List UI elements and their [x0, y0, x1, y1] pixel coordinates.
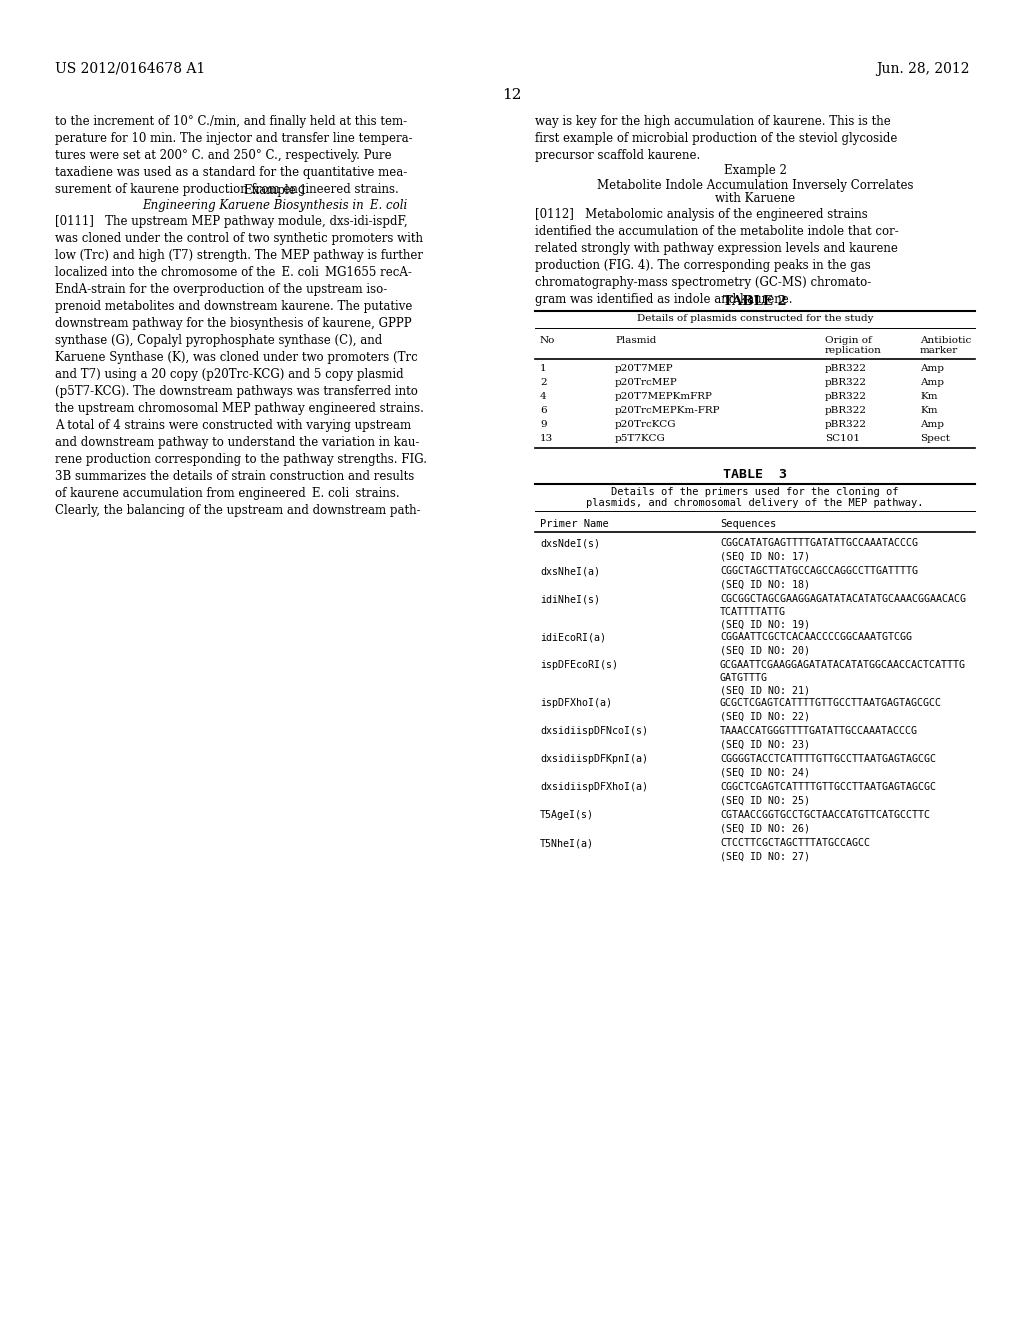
Text: TABLE 2: TABLE 2	[723, 296, 786, 309]
Text: pBR322: pBR322	[825, 379, 867, 387]
Text: Amp: Amp	[920, 364, 944, 374]
Text: way is key for the high accumulation of kaurene. This is the
first example of mi: way is key for the high accumulation of …	[535, 115, 897, 162]
Text: Example 1: Example 1	[244, 183, 306, 197]
Text: GCGCTCGAGTCATTTTGTTGCCTTAATGAGTAGCGCC
(SEQ ID NO: 22): GCGCTCGAGTCATTTTGTTGCCTTAATGAGTAGCGCC (S…	[720, 698, 942, 721]
Text: Km: Km	[920, 392, 938, 401]
Text: No: No	[540, 337, 555, 346]
Text: Engineering Karuene Biosynthesis in  E. coli: Engineering Karuene Biosynthesis in E. c…	[142, 198, 408, 211]
Text: T5NheI(a): T5NheI(a)	[540, 838, 594, 849]
Text: dxsNheI(a): dxsNheI(a)	[540, 566, 600, 577]
Text: p20TrcKCG: p20TrcKCG	[615, 420, 677, 429]
Text: Jun. 28, 2012: Jun. 28, 2012	[877, 62, 970, 77]
Text: CGGAATTCGCTCACAACCCCGGCAAATGTCGG
(SEQ ID NO: 20): CGGAATTCGCTCACAACCCCGGCAAATGTCGG (SEQ ID…	[720, 632, 912, 655]
Text: 6: 6	[540, 407, 547, 416]
Text: replication: replication	[825, 346, 882, 355]
Text: CGGCATATGAGTTTTGATATTGCCAAATACCCG
(SEQ ID NO: 17): CGGCATATGAGTTTTGATATTGCCAAATACCCG (SEQ I…	[720, 539, 918, 561]
Text: idiNheI(s): idiNheI(s)	[540, 594, 600, 605]
Text: dxsidiispDFKpnI(a): dxsidiispDFKpnI(a)	[540, 754, 648, 764]
Text: ispDFXhoI(a): ispDFXhoI(a)	[540, 698, 612, 709]
Text: pBR322: pBR322	[825, 392, 867, 401]
Text: p20TrcMEPKm-FRP: p20TrcMEPKm-FRP	[615, 407, 721, 416]
Text: Metabolite Indole Accumulation Inversely Correlates: Metabolite Indole Accumulation Inversely…	[597, 180, 913, 193]
Text: CGCGGCTAGCGAAGGAGATATACATATGCAAACGGAACACG
TCATTTTATTG
(SEQ ID NO: 19): CGCGGCTAGCGAAGGAGATATACATATGCAAACGGAACAC…	[720, 594, 966, 630]
Text: SC101: SC101	[825, 434, 860, 444]
Text: marker: marker	[920, 346, 958, 355]
Text: 13: 13	[540, 434, 553, 444]
Text: T5AgeI(s): T5AgeI(s)	[540, 810, 594, 820]
Text: pBR322: pBR322	[825, 420, 867, 429]
Text: TABLE  3: TABLE 3	[723, 469, 787, 482]
Text: Antibiotic: Antibiotic	[920, 337, 971, 346]
Text: CGTAACCGGTGCCTGCTAACCATGTTCATGCCTTC
(SEQ ID NO: 26): CGTAACCGGTGCCTGCTAACCATGTTCATGCCTTC (SEQ…	[720, 810, 930, 833]
Text: [0111]   The upstream MEP pathway module, dxs-idi-ispdF,
was cloned under the co: [0111] The upstream MEP pathway module, …	[55, 215, 427, 517]
Text: Example 2: Example 2	[724, 164, 786, 177]
Text: CGGCTCGAGTCATTTTGTTGCCTTAATGAGTAGCGC
(SEQ ID NO: 25): CGGCTCGAGTCATTTTGTTGCCTTAATGAGTAGCGC (SE…	[720, 783, 936, 805]
Text: Sequences: Sequences	[720, 519, 776, 529]
Text: Amp: Amp	[920, 379, 944, 387]
Text: 2: 2	[540, 379, 547, 387]
Text: 12: 12	[502, 88, 522, 102]
Text: CGGCTAGCTTATGCCAGCCAGGCCTTGATTTTG
(SEQ ID NO: 18): CGGCTAGCTTATGCCAGCCAGGCCTTGATTTTG (SEQ I…	[720, 566, 918, 589]
Text: pBR322: pBR322	[825, 364, 867, 374]
Text: Spect: Spect	[920, 434, 950, 444]
Text: p20T7MEPKmFRP: p20T7MEPKmFRP	[615, 392, 713, 401]
Text: dxsidiispDFXhoI(a): dxsidiispDFXhoI(a)	[540, 783, 648, 792]
Text: 9: 9	[540, 420, 547, 429]
Text: dxsNdeI(s): dxsNdeI(s)	[540, 539, 600, 548]
Text: US 2012/0164678 A1: US 2012/0164678 A1	[55, 62, 205, 77]
Text: 1: 1	[540, 364, 547, 374]
Text: pBR322: pBR322	[825, 407, 867, 416]
Text: CGGGGTACCTCATTTTGTTGCCTTAATGAGTAGCGC
(SEQ ID NO: 24): CGGGGTACCTCATTTTGTTGCCTTAATGAGTAGCGC (SE…	[720, 754, 936, 777]
Text: ispDFEcoRI(s): ispDFEcoRI(s)	[540, 660, 618, 671]
Text: plasmids, and chromosomal delivery of the MEP pathway.: plasmids, and chromosomal delivery of th…	[587, 498, 924, 508]
Text: dxsidiispDFNcoI(s): dxsidiispDFNcoI(s)	[540, 726, 648, 737]
Text: idiEcoRI(a): idiEcoRI(a)	[540, 632, 606, 643]
Text: Origin of: Origin of	[825, 337, 871, 346]
Text: Details of plasmids constructed for the study: Details of plasmids constructed for the …	[637, 314, 873, 323]
Text: Primer Name: Primer Name	[540, 519, 608, 529]
Text: Details of the primers used for the cloning of: Details of the primers used for the clon…	[611, 487, 899, 498]
Text: p20TrcMEP: p20TrcMEP	[615, 379, 678, 387]
Text: Amp: Amp	[920, 420, 944, 429]
Text: Km: Km	[920, 407, 938, 416]
Text: with Karuene: with Karuene	[715, 191, 795, 205]
Text: [0112]   Metabolomic analysis of the engineered strains
identified the accumulat: [0112] Metabolomic analysis of the engin…	[535, 209, 899, 306]
Text: to the increment of 10° C./min, and finally held at this tem-
perature for 10 mi: to the increment of 10° C./min, and fina…	[55, 115, 413, 195]
Text: CTCCTTCGCTAGCTTTATGCCAGCC
(SEQ ID NO: 27): CTCCTTCGCTAGCTTTATGCCAGCC (SEQ ID NO: 27…	[720, 838, 870, 861]
Text: 4: 4	[540, 392, 547, 401]
Text: p20T7MEP: p20T7MEP	[615, 364, 674, 374]
Text: TAAACCATGGGTTTTGATATTGCCAAATACCCG
(SEQ ID NO: 23): TAAACCATGGGTTTTGATATTGCCAAATACCCG (SEQ I…	[720, 726, 918, 748]
Text: Plasmid: Plasmid	[615, 337, 656, 346]
Text: p5T7KCG: p5T7KCG	[615, 434, 666, 444]
Text: GCGAATTCGAAGGAGATATACATATGGCAACCACTCATTTG
GATGTTTG
(SEQ ID NO: 21): GCGAATTCGAAGGAGATATACATATGGCAACCACTCATTT…	[720, 660, 966, 696]
